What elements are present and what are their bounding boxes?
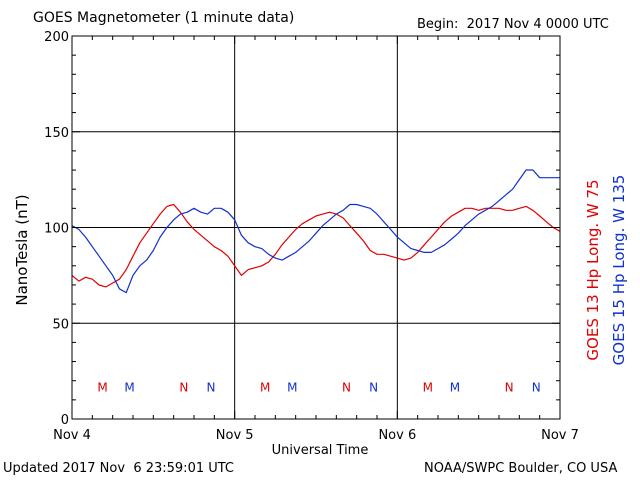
grid — [72, 36, 560, 419]
x-axis-label: Universal Time — [272, 443, 369, 458]
time-marker-m: M — [287, 380, 297, 394]
time-marker-m: M — [124, 380, 134, 394]
legend-goes13: GOES 13 Hp Long. W 75 — [584, 179, 602, 360]
source-credit: NOAA/SWPC Boulder, CO USA — [424, 461, 618, 476]
x-tick-label: Nov 4 — [53, 428, 91, 443]
y-tick-label: 200 — [44, 30, 69, 45]
updated-time: Updated 2017 Nov 6 23:59:01 UTC — [3, 461, 235, 476]
time-marker-m: M — [423, 380, 433, 394]
time-marker-m: M — [450, 380, 460, 394]
time-marker-m: M — [97, 380, 107, 394]
x-tick-label: Nov 7 — [541, 428, 579, 443]
legend-goes15: GOES 15 Hp Long. W 135 — [610, 175, 628, 366]
time-marker-n: N — [532, 380, 541, 394]
series-line-goes13 — [71, 203, 561, 288]
x-tick-label: Nov 6 — [378, 428, 416, 443]
x-tick-label: Nov 5 — [216, 428, 254, 443]
time-marker-n: N — [206, 380, 215, 394]
y-tick-label: 100 — [44, 222, 69, 237]
series-line-goes15 — [71, 169, 560, 294]
y-tick-label: 0 — [61, 413, 69, 428]
time-marker-n: N — [179, 380, 188, 394]
begin-time: Begin: 2017 Nov 4 0000 UTC — [417, 17, 609, 32]
y-tick-label: 50 — [52, 317, 69, 332]
chart-title: GOES Magnetometer (1 minute data) — [33, 10, 295, 26]
time-marker-n: N — [342, 380, 351, 394]
y-axis-label: NanoTesla (nT) — [13, 194, 31, 305]
time-marker-n: N — [505, 380, 514, 394]
tick-layer: 0 50 100 150 200 Nov 4 Nov 5 Nov 6 Nov 7 — [44, 30, 579, 443]
y-tick-label: 150 — [44, 126, 69, 141]
series-layer — [71, 169, 561, 294]
time-marker-m: M — [260, 380, 270, 394]
time-marker-n: N — [369, 380, 378, 394]
